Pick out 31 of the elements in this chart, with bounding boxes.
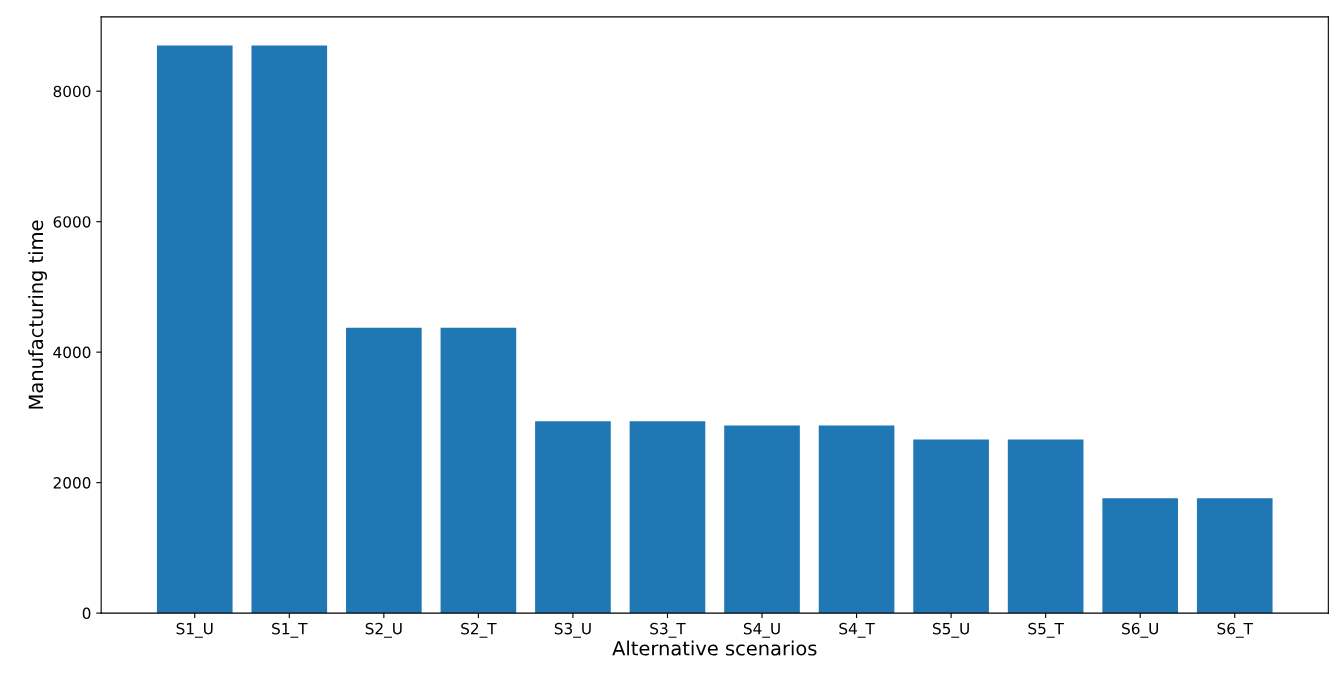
x-tick-label: S2_U xyxy=(365,622,402,638)
x-tick-label: S6_T xyxy=(1217,622,1253,638)
bar xyxy=(1007,439,1084,614)
x-tick-label: S6_U xyxy=(1122,622,1158,638)
x-tick-label: S2_T xyxy=(461,622,497,638)
x-tick-label: S4_U xyxy=(743,622,780,638)
bar xyxy=(818,425,895,614)
y-tick-label: 4000 xyxy=(53,346,91,359)
x-tick-label: S4_T xyxy=(839,622,875,638)
x-axis-title: Alternative scenarios xyxy=(612,640,817,656)
x-tick-label: S3_U xyxy=(554,622,591,638)
x-tick-label: S3_T xyxy=(650,622,686,638)
x-tick-label: S1_T xyxy=(272,622,308,638)
bar xyxy=(913,439,989,614)
bar xyxy=(440,327,517,614)
bar xyxy=(251,45,328,614)
bar xyxy=(1196,498,1273,614)
y-tick-label: 0 xyxy=(82,607,91,620)
bar xyxy=(1102,498,1179,614)
bar xyxy=(535,421,611,614)
x-tick-label: S5_U xyxy=(932,622,969,638)
bar xyxy=(724,425,800,614)
y-tick-label: 6000 xyxy=(53,216,91,228)
bar xyxy=(156,45,233,614)
y-axis-title: Manufacturing time xyxy=(28,220,47,409)
bar xyxy=(346,327,422,614)
y-tick-label: 2000 xyxy=(53,477,91,489)
y-tick-label: 8000 xyxy=(53,85,91,98)
x-tick-label: S1_U xyxy=(176,622,213,638)
bar xyxy=(629,421,706,614)
x-tick-label: S5_T xyxy=(1028,622,1064,638)
